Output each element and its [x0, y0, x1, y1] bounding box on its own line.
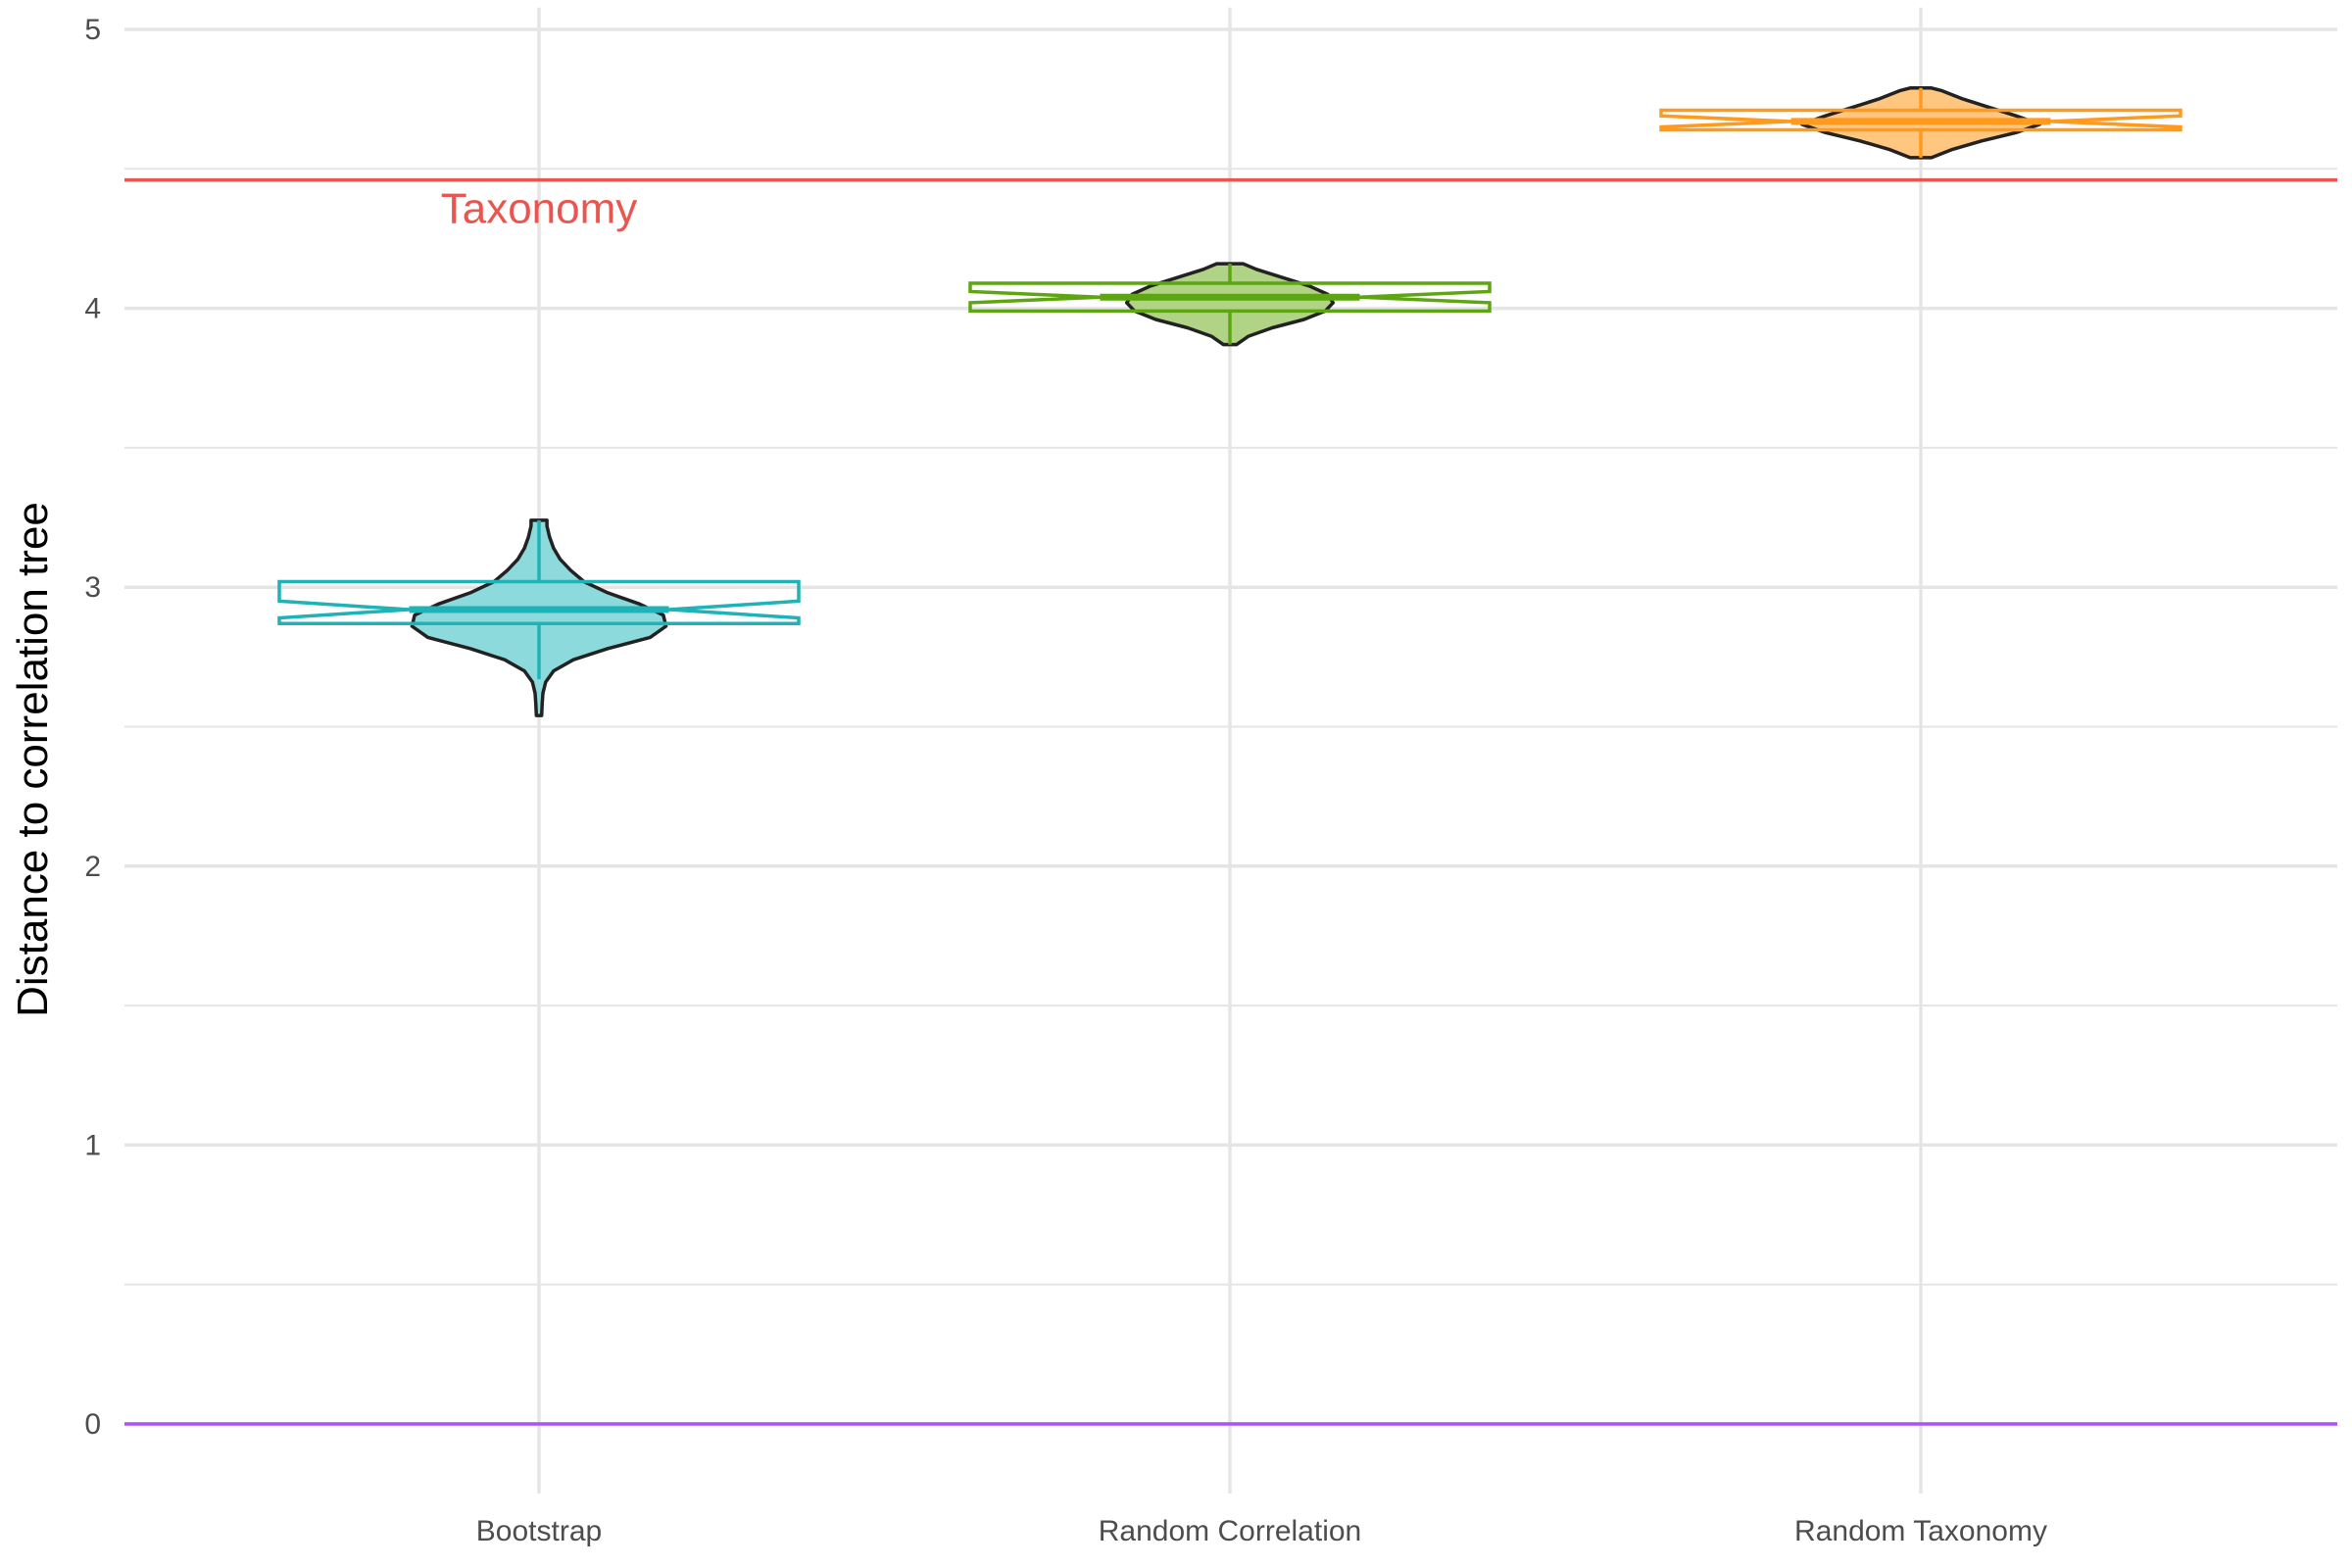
plot-area — [277, 86, 2182, 717]
notched-box — [1659, 108, 2182, 132]
reference-lines: Taxonomy — [124, 177, 2337, 1426]
x-tick-label: Bootstrap — [476, 1515, 602, 1547]
y-tick-label: 0 — [84, 1408, 101, 1441]
reference-line-label: Taxonomy — [441, 185, 638, 233]
axes: 0 1 2 3 4 5 Bootstrap Random Correlation Random … — [84, 14, 2047, 1547]
y-tick-label: 2 — [84, 851, 101, 883]
x-tick-label: Random Taxonomy — [1794, 1515, 2047, 1547]
violin-group — [1659, 86, 2182, 160]
y-axis-title: Distance to correlation tree — [9, 502, 57, 1017]
y-tick-label: 5 — [84, 14, 101, 46]
violin-shape — [410, 518, 668, 717]
violin-group — [968, 262, 1492, 347]
x-tick-label: Random Correlation — [1099, 1515, 1361, 1547]
y-tick-label: 3 — [84, 571, 101, 604]
y-tick-label: 4 — [84, 293, 101, 325]
y-tick-label: 1 — [84, 1129, 101, 1161]
violin-group — [277, 518, 801, 717]
notched-box — [277, 579, 801, 625]
grid — [124, 7, 2337, 1494]
notched-box — [968, 281, 1492, 314]
